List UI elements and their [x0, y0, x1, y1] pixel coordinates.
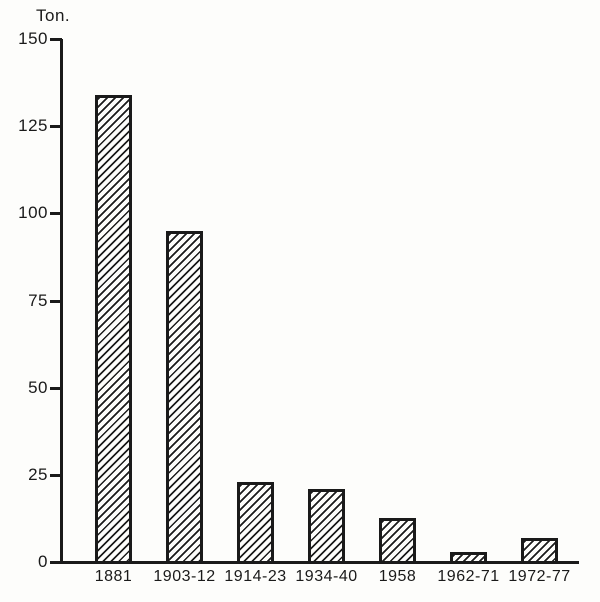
bar-1972-77 [521, 537, 558, 564]
x-tick-label: 1934-40 [295, 568, 358, 585]
y-tick-mark [50, 299, 62, 303]
bar-1914-23 [237, 481, 274, 564]
y-tick-label: 50 [28, 377, 48, 397]
y-tick-label: 25 [28, 464, 48, 484]
y-tick-mark [50, 473, 62, 477]
y-tick-mark [50, 38, 62, 41]
bar-1881 [95, 94, 132, 564]
x-tick-label: 1903-12 [153, 568, 216, 585]
y-tick-mark [50, 212, 62, 216]
x-tick-label: 1914-23 [224, 568, 287, 585]
bar-1958 [379, 518, 416, 564]
x-tick-label: 1958 [378, 568, 417, 585]
y-tick-label: 75 [28, 290, 48, 310]
y-tick-label: 150 [18, 29, 48, 48]
bar-1934-40 [308, 488, 345, 564]
x-tick-label: 1962-71 [437, 568, 500, 585]
y-tick-label: 125 [18, 116, 48, 136]
y-tick-mark [50, 561, 62, 564]
x-tick-label: 1881 [94, 568, 133, 585]
y-tick-label: 100 [18, 203, 48, 223]
y-tick-mark [50, 386, 62, 390]
y-tick-label: 0 [38, 552, 48, 571]
y-axis-unit-label: Ton. [36, 6, 71, 25]
bar-1962-71 [450, 551, 487, 564]
y-tick-mark [50, 125, 62, 129]
bar-1903-12 [166, 230, 203, 564]
x-tick-label: 1972-77 [508, 568, 571, 585]
